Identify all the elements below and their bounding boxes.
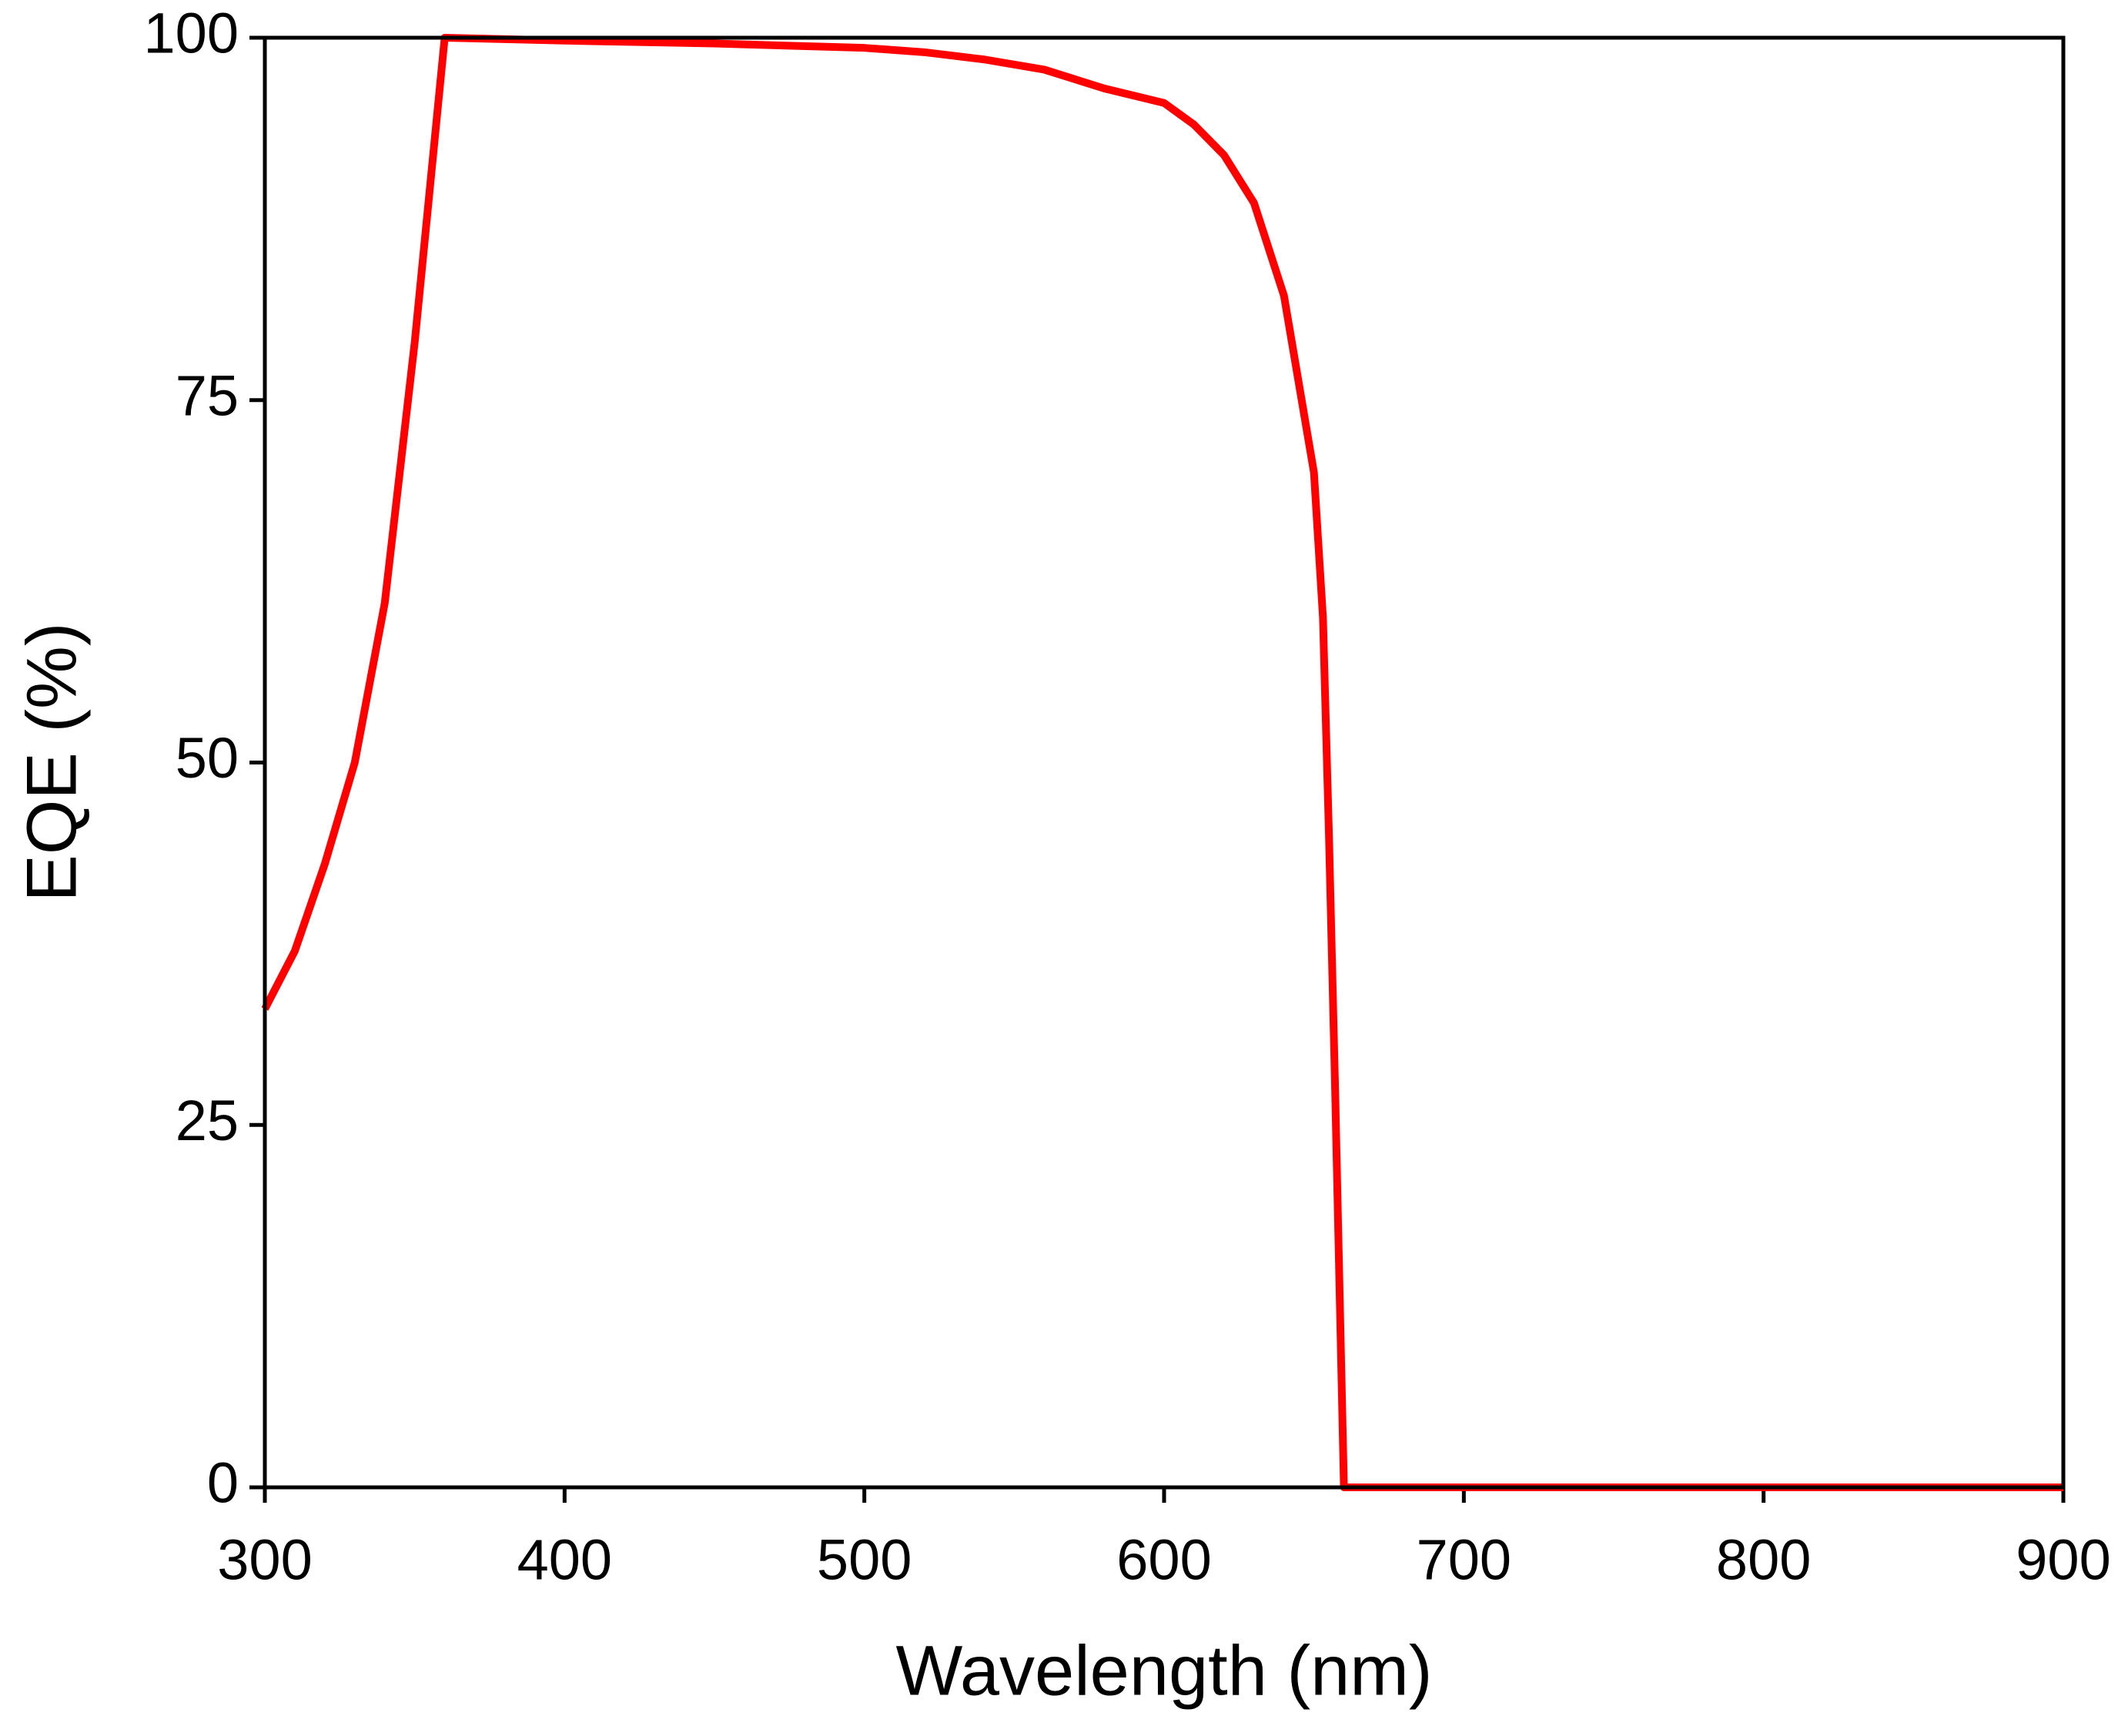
- x-tick-label: 700: [1417, 1528, 1511, 1592]
- x-axis-label: Wavelength (nm): [895, 1631, 1432, 1710]
- y-tick-label: 100: [144, 2, 239, 65]
- x-tick-label: 600: [1116, 1528, 1211, 1592]
- y-axis-label: EQE (%): [12, 623, 91, 902]
- x-tick-label: 800: [1716, 1528, 1811, 1592]
- y-tick-label: 50: [176, 726, 239, 790]
- y-tick-label: 25: [176, 1089, 239, 1152]
- x-tick-label: 300: [217, 1528, 312, 1592]
- x-tick-label: 400: [517, 1528, 612, 1592]
- x-tick-label: 900: [2016, 1528, 2110, 1592]
- y-tick-label: 75: [176, 363, 239, 427]
- y-tick-label: 0: [207, 1451, 239, 1515]
- plot-frame: [263, 35, 2066, 1490]
- x-tick-label: 500: [817, 1528, 912, 1592]
- data-line: [261, 34, 2063, 1491]
